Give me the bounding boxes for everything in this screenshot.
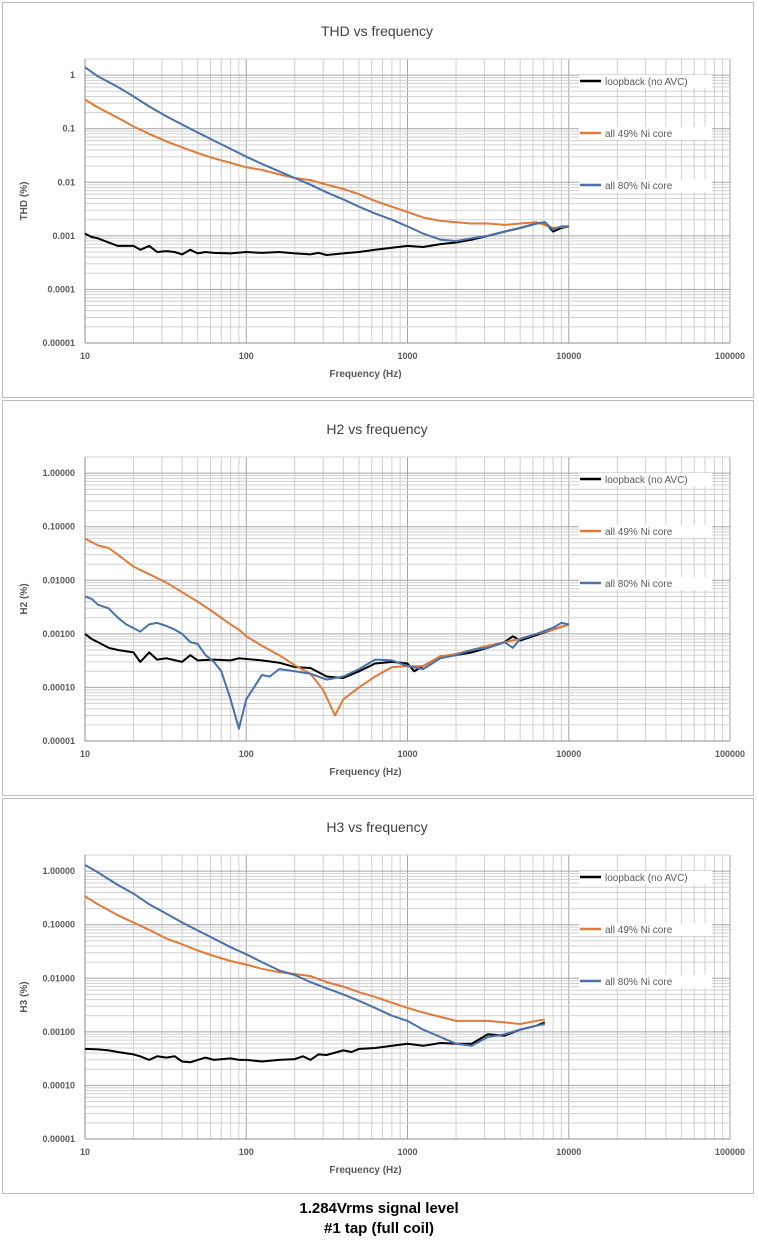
thd-y-axis-label: THD (%): [19, 182, 30, 221]
h3-legend-bg: [579, 871, 712, 884]
h2-chart-title: H2 vs frequency: [326, 421, 427, 437]
h2-legend-label-ni80: all 80% Ni core: [605, 579, 673, 590]
h2-x-axis-label: Frequency (Hz): [329, 767, 401, 778]
h2-legend: loopback (no AVC) all 49% Ni core all 80% …: [579, 473, 712, 590]
thd-y-tick-label: 0.1: [62, 124, 75, 134]
h3-series-line-ni80: [84, 864, 545, 1047]
h3-x-tick-label: 10: [80, 1147, 90, 1157]
thd-x-tick-label: 10000: [556, 351, 581, 361]
caption-line-1: 1.284Vrms signal level: [299, 1200, 459, 1217]
thd-grid: [84, 58, 731, 344]
thd-x-axis-label: Frequency (Hz): [329, 369, 401, 380]
thd-x-tick-label: 100000: [715, 351, 745, 361]
h2-y-tick-label: 0.00001: [42, 736, 75, 746]
thd-y-tick-label: 0.00001: [42, 338, 75, 348]
h3-x-tick-label: 100000: [715, 1147, 745, 1157]
h2-grid: [84, 456, 731, 742]
h3-series-line-loopback: [84, 1021, 546, 1064]
h2-series-line-ni49: [84, 537, 570, 717]
h2-y-tick-label: 1.00000: [42, 468, 75, 478]
h2-x-tick-label: 1000: [397, 749, 417, 759]
h3-legend-bg: [579, 975, 712, 988]
h2-y-tick-label: 0.00010: [42, 682, 75, 692]
h3-chart-title: H3 vs frequency: [326, 819, 427, 835]
h2-legend-label-loopback: loopback (no AVC): [605, 475, 688, 486]
thd-chart-svg: THD vs frequency 10 100 1000 10000 100000 0.00…: [19, 23, 745, 380]
h3-legend-label-ni49: all 49% Ni core: [605, 925, 673, 936]
thd-x-tick-label: 1000: [397, 351, 417, 361]
thd-legend-bg: [579, 75, 712, 88]
h2-y-axis-label: H2 (%): [19, 583, 30, 614]
thd-legend-bg: [579, 127, 712, 140]
h3-grid: [84, 854, 731, 1140]
thd-x-tick-label: 100: [239, 351, 254, 361]
thd-series-line-ni80: [84, 66, 569, 242]
h3-y-axis-label: H3 (%): [19, 981, 30, 1012]
h2-y-tick-label: 0.01000: [42, 575, 75, 585]
thd-legend-bg: [579, 179, 712, 192]
thd-x-tick-label: 10: [80, 351, 90, 361]
h2-x-tick-label: 10: [80, 749, 90, 759]
caption-line-2: #1 tap (full coil): [323, 1220, 434, 1237]
h2-x-tick-label: 10000: [556, 749, 581, 759]
thd-y-tick-label: 0.0001: [47, 284, 75, 294]
h3-chart-svg: H3 vs frequency 10 100 1000 10000 100000 0.000…: [19, 819, 745, 1176]
h3-y-tick-label: 0.00010: [42, 1080, 75, 1090]
h3-y-tick-label: 0.01000: [42, 973, 75, 983]
h2-series-line-loopback: [84, 623, 570, 679]
h3-legend: loopback (no AVC) all 49% Ni core all 80% …: [579, 871, 712, 988]
thd-y-tick-label: 1: [70, 70, 75, 80]
h3-chart-panel: H3 vs frequency 10 100 1000 10000 100000 0.000…: [2, 798, 754, 1194]
h3-x-tick-label: 10000: [556, 1147, 581, 1157]
thd-y-tick-label: 0.001: [52, 231, 75, 241]
h3-legend-bg: [579, 923, 712, 936]
h2-x-tick-label: 100000: [715, 749, 745, 759]
h3-y-tick-label: 1.00000: [42, 866, 75, 876]
h3-legend-label-ni80: all 80% Ni core: [605, 977, 673, 988]
h2-series-line-ni80: [84, 595, 569, 730]
h3-y-tick-label: 0.10000: [42, 920, 75, 930]
h2-legend-bg: [579, 525, 712, 538]
thd-chart-title: THD vs frequency: [321, 23, 433, 39]
h3-x-tick-label: 1000: [397, 1147, 417, 1157]
thd-legend-label-loopback: loopback (no AVC): [605, 77, 688, 88]
h2-legend-label-ni49: all 49% Ni core: [605, 527, 673, 538]
h2-y-tick-label: 0.10000: [42, 522, 75, 532]
h2-x-tick-label: 100: [239, 749, 254, 759]
h3-legend-label-loopback: loopback (no AVC): [605, 873, 688, 884]
thd-series-line-ni49: [84, 98, 569, 229]
thd-legend-label-ni49: all 49% Ni core: [605, 129, 673, 140]
h3-y-tick-label: 0.00001: [42, 1134, 75, 1144]
h3-y-tick-label: 0.00100: [42, 1027, 75, 1037]
thd-legend-label-ni80: all 80% Ni core: [605, 181, 673, 192]
h2-chart-panel: H2 vs frequency 10 100 1000 10000 100000 0.000…: [2, 400, 754, 796]
h3-x-axis-label: Frequency (Hz): [329, 1165, 401, 1176]
h2-legend-bg: [579, 473, 712, 486]
thd-chart-panel: THD vs frequency 10 100 1000 10000 100000 0.00…: [2, 2, 754, 398]
h2-chart-svg: H2 vs frequency 10 100 1000 10000 100000 0.000…: [19, 421, 745, 778]
h2-legend-bg: [579, 577, 712, 590]
thd-y-tick-label: 0.01: [57, 177, 75, 187]
h3-series-line-ni49: [84, 895, 545, 1025]
thd-legend: loopback (no AVC) all 49% Ni core all 80% …: [579, 75, 712, 192]
h3-x-tick-label: 100: [239, 1147, 254, 1157]
h2-y-tick-label: 0.00100: [42, 629, 75, 639]
